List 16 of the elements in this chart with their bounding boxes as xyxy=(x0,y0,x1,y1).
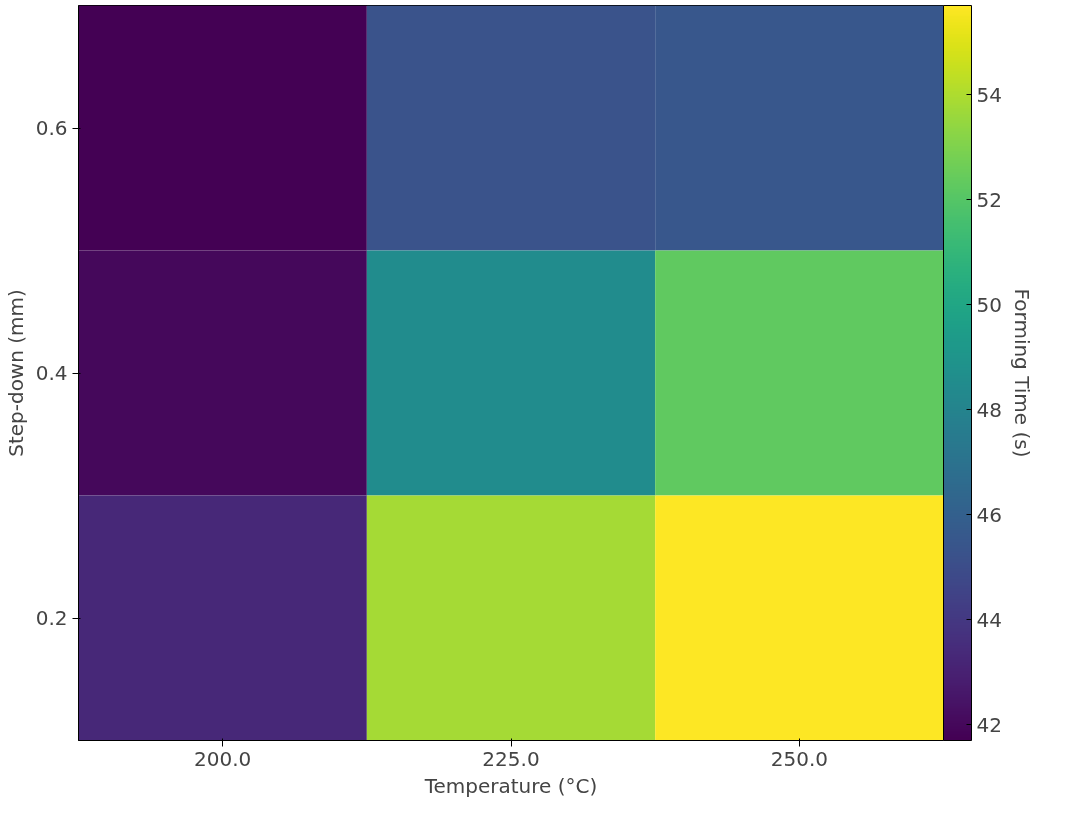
y-tick-label: 0.4 xyxy=(35,361,68,385)
y-tick-label: 0.6 xyxy=(35,116,68,140)
color-bar-label: 52 xyxy=(976,187,1002,212)
color-bar-label: 42 xyxy=(976,712,1002,737)
color-bar-label: 54 xyxy=(976,82,1002,107)
color-bar-label: 44 xyxy=(976,607,1002,632)
color-bar-label: 48 xyxy=(976,397,1002,422)
color-bar-label: 46 xyxy=(976,502,1002,527)
x-tick-label: 250.0 xyxy=(770,746,828,771)
y-axis-title: Step-down (mm) xyxy=(3,289,28,457)
color-bar-title: Forming Time (s) xyxy=(1009,288,1034,458)
x-tick-label: 200.0 xyxy=(194,746,252,771)
x-tick-label: 225.0 xyxy=(482,746,540,771)
y-tick-label: 0.2 xyxy=(35,606,68,630)
color-bar-label: 50 xyxy=(976,292,1002,317)
x-axis-title: Temperature (°C) xyxy=(423,773,598,798)
